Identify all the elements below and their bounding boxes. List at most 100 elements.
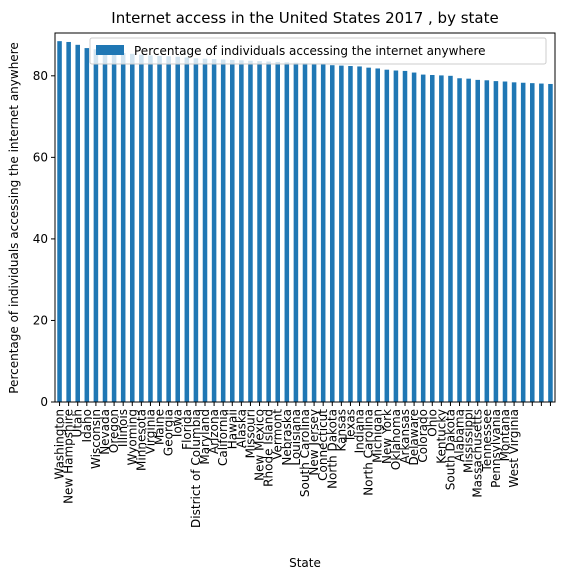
bar	[548, 83, 553, 402]
bar	[502, 81, 508, 402]
y-axis: 0 20 40 60 80	[33, 69, 55, 409]
bar	[257, 61, 262, 403]
bar	[148, 55, 153, 402]
bar	[166, 56, 171, 403]
bar	[239, 60, 244, 402]
bar	[448, 75, 453, 402]
x-tick-label: Montana	[498, 409, 512, 461]
bar	[302, 63, 308, 403]
chart-title: Internet access in the United States 201…	[111, 9, 498, 27]
x-tick-label: Arizona	[207, 409, 221, 454]
legend-box	[89, 37, 547, 65]
bar	[320, 63, 326, 402]
bar	[93, 49, 99, 403]
bar	[530, 83, 535, 403]
x-tick-label: Arkansas	[398, 409, 412, 464]
bars-group	[57, 41, 553, 403]
bar	[202, 58, 208, 403]
bar	[139, 54, 144, 402]
legend-label: Percentage of individuals accessing the …	[134, 44, 486, 58]
bar	[484, 80, 490, 402]
y-tick-label: 80	[33, 69, 48, 83]
bar	[284, 62, 290, 403]
x-tick-label: New Jersey	[307, 409, 321, 476]
bar	[311, 63, 317, 402]
x-tick-label: Massachusetts	[471, 409, 485, 498]
x-tick-label: Iowa	[171, 409, 185, 437]
x-tick-label: Missouri	[243, 409, 257, 458]
x-tick-label: Indiana	[353, 409, 367, 453]
bar	[57, 41, 62, 403]
bar	[184, 57, 190, 403]
bar	[457, 78, 462, 403]
bar	[475, 79, 480, 403]
bar	[493, 81, 499, 403]
bar	[66, 41, 71, 403]
x-tick-label: South Dakota	[443, 409, 457, 490]
x-tick-label: Idaho	[80, 409, 94, 442]
x-tick-label: Illinois	[116, 409, 130, 447]
x-tick-label: South Carolina	[298, 409, 312, 497]
bar	[357, 66, 362, 402]
x-tick-label: Tennessee	[480, 409, 494, 473]
x-tick-label: Wyoming	[125, 409, 139, 465]
bar	[120, 52, 126, 402]
x-axis-label: State	[289, 556, 321, 570]
bar	[266, 61, 271, 402]
bar	[157, 55, 162, 402]
bar	[366, 67, 371, 402]
x-tick-label: Colorado	[416, 409, 430, 463]
bar	[384, 69, 390, 402]
y-tick-label: 60	[33, 150, 48, 164]
bar	[393, 70, 399, 403]
x-tick-label: Connecticut	[316, 409, 330, 481]
bar	[420, 74, 426, 402]
x-tick-label: Vermont	[271, 409, 285, 460]
bar	[75, 44, 80, 402]
x-tick-label: Michigan	[371, 409, 385, 463]
bar	[348, 66, 353, 402]
bar	[293, 62, 299, 402]
x-tick-label: New Mexico	[253, 409, 267, 481]
bar	[84, 48, 90, 403]
bar	[193, 58, 199, 403]
bar	[430, 74, 435, 403]
bar	[102, 50, 108, 403]
bar	[330, 65, 335, 402]
x-tick-label: Rhode Island	[262, 409, 276, 487]
x-tick-label: North Carolina	[362, 409, 376, 496]
bar	[511, 82, 517, 403]
y-tick-label: 40	[33, 232, 48, 246]
x-tick-label: Mississippi	[462, 409, 476, 473]
x-tick-label: New York	[380, 409, 394, 464]
legend: Percentage of individuals accessing the …	[89, 37, 547, 65]
x-tick-label: West Virginia	[507, 409, 521, 488]
bar	[402, 70, 408, 402]
bar	[275, 61, 280, 403]
x-tick-label: Alabama	[453, 409, 467, 462]
x-tick-label: Maryland	[198, 409, 212, 465]
x-tick-label: California	[216, 409, 230, 466]
bar	[130, 53, 135, 403]
bar	[520, 82, 526, 402]
x-tick-label: Alaska	[234, 409, 248, 448]
x-tick-label: Ohio	[425, 409, 439, 437]
bar	[375, 68, 380, 402]
x-tick-label: Georgia	[162, 409, 176, 456]
bar	[439, 75, 444, 402]
bar	[111, 51, 117, 403]
bar	[339, 65, 344, 403]
bar	[466, 78, 471, 403]
x-tick-label: Texas	[343, 409, 357, 443]
x-tick-label: Maine	[153, 409, 167, 445]
x-tick-label: New Hampshire	[62, 409, 76, 504]
x-tick-label: Delaware	[407, 409, 421, 466]
x-tick-label: Kansas	[334, 409, 348, 451]
x-tick-label: Washington	[53, 409, 67, 480]
x-tick-label: Oregon	[107, 409, 121, 453]
bar	[248, 60, 253, 403]
bar	[211, 59, 217, 402]
x-tick-label: Louisiana	[289, 409, 303, 466]
